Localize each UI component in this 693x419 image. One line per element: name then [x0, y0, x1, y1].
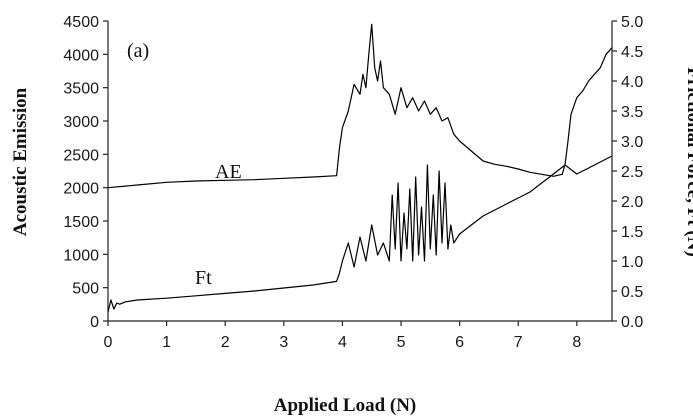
y-tick-label: 4500 [63, 14, 99, 31]
series-label-ft: Ft [195, 267, 212, 289]
x-tick-label: 8 [572, 334, 581, 351]
y-tick-label: 0 [90, 314, 99, 331]
y-tick-label: 1000 [63, 247, 99, 264]
y2-tick-label: 4.0 [621, 74, 643, 91]
y-tick-label: 3500 [63, 81, 99, 98]
axes-group: 0 1 2 3 4 5 6 7 8 0 500 1000 1500 2000 2500 3000 3500 400… [63, 14, 643, 351]
y2-tick-label: 2.5 [621, 164, 643, 181]
series-line-ae [107, 23, 613, 189]
series-label-ae: AE [215, 161, 242, 183]
y2-tick-label: 5.0 [621, 14, 643, 31]
y2-tick-label: 3.5 [621, 104, 643, 121]
x-tick-label: 7 [514, 334, 523, 351]
y-tick-label: 4000 [63, 47, 99, 64]
y2-tick-label: 0.5 [621, 284, 643, 301]
y2-axis-title: Frictional Force, Ft (N) [683, 67, 693, 257]
y-tick-label: 500 [72, 281, 99, 298]
y2-tick-label: 3.0 [621, 134, 643, 151]
x-axis-title: Applied Load (N) [274, 395, 417, 416]
y2-tick-label: 0.0 [621, 314, 643, 331]
y-axis-title: Acoustic Emission [10, 87, 31, 236]
series-line-ft [107, 155, 613, 313]
y2-tick-label: 4.5 [621, 44, 643, 61]
y2-tick-label: 2.0 [621, 194, 643, 211]
x-tick-label: 6 [455, 334, 464, 351]
y-tick-label: 2000 [63, 181, 99, 198]
y2-tick-label: 1.5 [621, 224, 643, 241]
x-tick-label: 1 [162, 334, 171, 351]
x-tick-label: 4 [338, 334, 347, 351]
x-tick-label: 2 [221, 334, 230, 351]
y2-tick-label: 1.0 [621, 254, 643, 271]
y-tick-label: 1500 [63, 214, 99, 231]
x-tick-label: 5 [397, 334, 406, 351]
panel-label: (a) [127, 40, 149, 62]
x-tick-label: 0 [104, 334, 113, 351]
x-tick-label: 3 [279, 334, 288, 351]
y-tick-label: 2500 [63, 147, 99, 164]
y-tick-label: 3000 [63, 114, 99, 131]
series-group [107, 23, 613, 313]
